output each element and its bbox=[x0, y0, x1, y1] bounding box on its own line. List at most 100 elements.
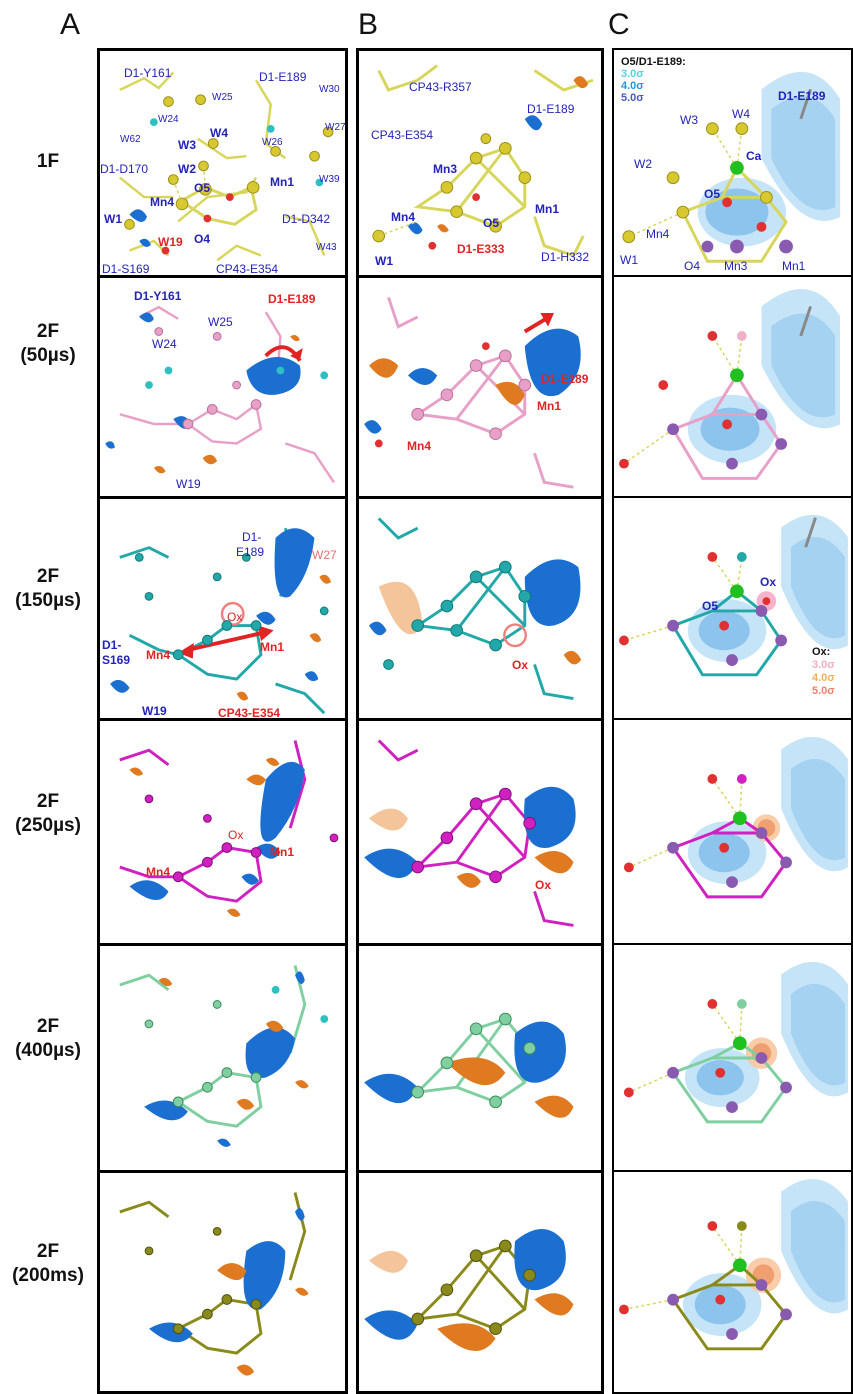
label-w25: W25 bbox=[208, 315, 233, 329]
structure-render bbox=[369, 517, 582, 700]
label-w4: W4 bbox=[732, 107, 750, 121]
sigma-legend-o5-e189: O5/D1-E189: 3.0σ 4.0σ 5.0σ bbox=[621, 56, 686, 104]
structure-render bbox=[364, 1228, 574, 1351]
label-o5: O5 bbox=[702, 599, 719, 613]
row-label-200ms: 2F (200ms) bbox=[12, 1241, 84, 1286]
label-mn1: Mn1 bbox=[270, 175, 294, 189]
panel-a-150us: D1- E189 W27 Ox Mn1 Mn4 D1- S169 W19 CP4… bbox=[97, 496, 348, 721]
panel-a-1f: D1-Y161 D1-E189 W30 W25 W24 W27 W62 W3 W… bbox=[97, 48, 348, 278]
panel-c-200ms bbox=[612, 1170, 853, 1394]
label-w3: W3 bbox=[178, 138, 196, 152]
panel-a-50us: D1-Y161 D1-E189 W25 W24 W19 bbox=[97, 275, 348, 499]
label-mn4: Mn4 bbox=[407, 439, 431, 453]
label-d1-e189: D1-E189 bbox=[259, 70, 307, 84]
label-w3: W3 bbox=[680, 113, 698, 127]
panel-b-400us bbox=[356, 943, 604, 1174]
legend-title: O5/D1-E189: bbox=[621, 56, 686, 68]
label-d1-h332: D1-H332 bbox=[541, 250, 590, 264]
panel-c-1f: O5/D1-E189: 3.0σ 4.0σ 5.0σ W3 W4 D1-E189… bbox=[612, 48, 853, 278]
label-cp43-r357: CP43-R357 bbox=[409, 80, 472, 94]
panel-c-50us bbox=[612, 275, 853, 499]
label-w24: W24 bbox=[152, 337, 177, 351]
panel-c-150us: O5 Ox Ox: 3.0σ 4.0σ 5.0σ bbox=[612, 496, 853, 721]
structure-render bbox=[622, 71, 841, 263]
panel-b-150us: Ox bbox=[356, 496, 604, 721]
structure-render bbox=[619, 289, 841, 480]
column-letter-b: B bbox=[358, 8, 379, 41]
structure-render bbox=[118, 71, 334, 262]
label-w30: W30 bbox=[319, 84, 340, 95]
label-mn4: Mn4 bbox=[146, 648, 170, 662]
label-w19: W19 bbox=[158, 235, 183, 249]
label-w26: W26 bbox=[262, 137, 283, 148]
label-d1-e189: D1-E189 bbox=[268, 292, 316, 306]
structure-render bbox=[623, 961, 848, 1124]
label-o5: O5 bbox=[704, 187, 721, 201]
label-mn1: Mn1 bbox=[782, 259, 806, 273]
label-w39: W39 bbox=[319, 174, 340, 185]
ox-legend-4sigma: 4.0σ bbox=[812, 672, 835, 684]
label-o5: O5 bbox=[194, 181, 211, 195]
label-w19: W19 bbox=[142, 704, 167, 718]
panel-a-250us: Ox Mn1 Mn4 bbox=[97, 718, 348, 946]
label-d1-e189: D1-E189 bbox=[778, 89, 826, 103]
label-d1-e189: D1-E189 bbox=[527, 102, 575, 116]
label-d1-y161: D1-Y161 bbox=[134, 289, 182, 303]
ox-legend-3sigma: 3.0σ bbox=[812, 659, 835, 671]
row-label-400us: 2F (400µs) bbox=[15, 1016, 81, 1061]
label-w27: W27 bbox=[312, 548, 337, 562]
label-mn4: Mn4 bbox=[150, 195, 174, 209]
label-o5: O5 bbox=[483, 216, 500, 230]
label-e189: E189 bbox=[236, 545, 265, 559]
ox-legend-5sigma: 5.0σ bbox=[812, 685, 835, 697]
ox-legend-title: Ox: bbox=[812, 646, 831, 658]
label-w2: W2 bbox=[634, 157, 652, 171]
panel-a-200ms bbox=[97, 1170, 348, 1394]
label-ox: Ox bbox=[535, 878, 552, 892]
structure-render bbox=[619, 1179, 848, 1351]
column-letter-a: A bbox=[60, 8, 81, 41]
panel-c-400us bbox=[612, 943, 853, 1174]
structure-render bbox=[364, 739, 576, 927]
label-w24: W24 bbox=[158, 114, 179, 125]
label-w19: W19 bbox=[176, 477, 201, 491]
label-mn3: Mn3 bbox=[433, 162, 457, 176]
row-label-150us: 2F (150µs) bbox=[15, 566, 81, 611]
legend-3sigma: 3.0σ bbox=[621, 68, 644, 80]
structure-render bbox=[364, 1012, 574, 1118]
label-mn4: Mn4 bbox=[391, 210, 415, 224]
label-mn3: Mn3 bbox=[724, 259, 748, 273]
label-mn4: Mn4 bbox=[646, 227, 670, 241]
structure-render bbox=[110, 527, 332, 715]
structure-render bbox=[105, 305, 335, 484]
label-cp43-e354: CP43-E354 bbox=[371, 128, 434, 142]
panel-b-200ms bbox=[356, 1170, 604, 1394]
label-w1: W1 bbox=[104, 212, 122, 226]
label-mn1: Mn1 bbox=[260, 640, 284, 654]
row-label-50us: 2F (50µs) bbox=[20, 321, 76, 366]
label-s169: S169 bbox=[102, 653, 131, 667]
label-w1: W1 bbox=[620, 253, 638, 267]
label-o4: O4 bbox=[684, 259, 701, 273]
label-d1-d170: D1-D170 bbox=[100, 162, 149, 176]
label-d1: D1- bbox=[242, 530, 262, 544]
panel-c-250us bbox=[612, 718, 853, 946]
label-cp43-e354: CP43-E354 bbox=[216, 262, 279, 276]
label-d1-e189: D1-E189 bbox=[541, 372, 589, 386]
label-w1: W1 bbox=[375, 254, 393, 268]
column-letter-c: C bbox=[608, 8, 630, 41]
panel-b-50us: D1-E189 Mn1 Mn4 bbox=[356, 275, 604, 499]
label-mn1: Mn1 bbox=[537, 399, 561, 413]
label-ox: Ox bbox=[227, 610, 243, 624]
label-d1-y161: D1-Y161 bbox=[124, 66, 172, 80]
label-w4: W4 bbox=[210, 126, 228, 140]
label-mn1: Mn1 bbox=[535, 202, 559, 216]
structure-render bbox=[364, 297, 581, 489]
panel-b-1f: CP43-R357 D1-E189 CP43-E354 Mn3 Mn4 O5 M… bbox=[356, 48, 604, 278]
label-ca: Ca bbox=[746, 149, 762, 163]
label-w25: W25 bbox=[212, 92, 233, 103]
label-w27: W27 bbox=[325, 122, 346, 133]
label-w43: W43 bbox=[316, 242, 337, 253]
legend-4sigma: 4.0σ bbox=[621, 80, 644, 92]
panel-b-250us: Ox bbox=[356, 718, 604, 946]
